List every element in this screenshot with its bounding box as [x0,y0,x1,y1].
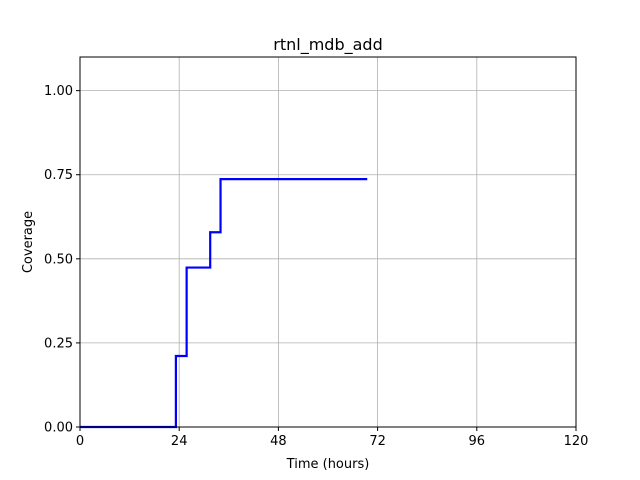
x-tick-label: 48 [270,434,287,449]
x-tick-label: 96 [469,434,486,449]
y-tick-label: 0.75 [44,168,73,183]
series-layer [80,178,368,429]
y-axis-label: Coverage [21,211,36,273]
y-tick-label: 0.00 [44,421,73,436]
x-tick-label: 0 [76,434,84,449]
x-axis: 0 24 48 72 96 120 [76,427,589,449]
x-tick-label: 72 [369,434,386,449]
coverage-line [80,178,368,429]
x-tick-label: 24 [171,434,188,449]
y-tick-label: 0.50 [44,252,73,267]
x-tick-label: 120 [564,434,589,449]
y-tick-label: 0.25 [44,336,73,351]
chart-title: rtnl_mdb_add [273,35,382,55]
x-axis-label: Time (hours) [286,457,370,472]
y-tick-label: 1.00 [44,84,73,99]
plot-frame [79,56,577,428]
y-axis: 0.00 0.25 0.50 0.75 1.00 [44,84,80,436]
